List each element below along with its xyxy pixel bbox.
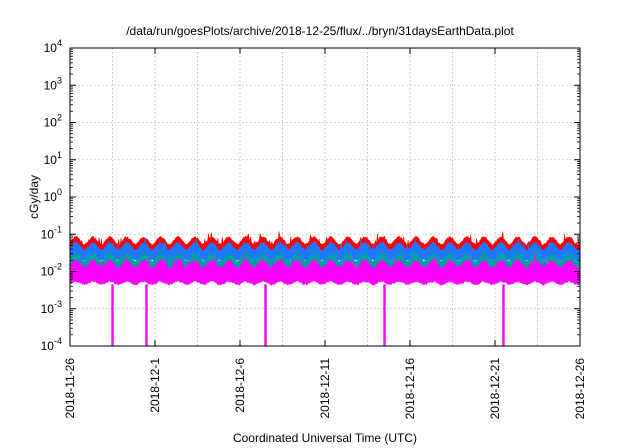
y-tick-exponent: 3 [57,75,62,85]
series-dropout [145,284,148,346]
y-tick-base: 10 [41,339,55,353]
x-tick-label: 2018-12-1 [148,358,162,413]
x-axis-label: Coordinated Universal Time (UTC) [233,431,417,445]
y-tick-base: 10 [44,116,58,130]
y-tick-label: 102 [44,113,62,130]
grid [70,48,580,346]
x-tick-label: 2018-11-26 [63,358,77,419]
y-tick-label: 103 [44,75,62,92]
y-tick-label: 100 [44,187,62,204]
x-tick-label: 2018-12-26 [573,358,587,420]
y-tick-exponent: -3 [54,299,62,309]
y-tick-base: 10 [44,78,58,92]
y-tick-exponent: 2 [57,113,62,123]
y-tick-exponent: 4 [57,38,62,48]
series-dropout [502,284,505,346]
series-dropout [383,284,386,346]
y-tick-label: 10-3 [41,299,62,316]
y-tick-label: 10-2 [41,262,62,279]
series-dropout [111,284,114,346]
y-tick-base: 10 [41,227,55,241]
series-dropout [264,284,267,346]
y-tick-label: 10-1 [41,224,62,241]
chart-title: /data/run/goesPlots/archive/2018-12-25/f… [126,24,514,38]
y-tick-exponent: 1 [57,150,62,160]
y-tick-label: 104 [44,38,62,55]
y-tick-exponent: 0 [57,187,62,197]
x-tick-label: 2018-12-21 [488,358,502,420]
x-tick-label: 2018-12-16 [403,358,417,420]
x-tick-label: 2018-12-11 [318,358,332,419]
y-axis-label: cGy/day [27,175,41,219]
y-tick-label: 101 [44,150,62,167]
x-ticks: 2018-11-26 2018-12-1 2018-12-6 2018-12-11 20… [63,48,587,419]
y-tick-base: 10 [41,302,55,316]
y-tick-exponent: -1 [54,224,62,234]
y-tick-base: 10 [44,153,58,167]
y-tick-label: 10-4 [41,336,62,353]
y-tick-exponent: -2 [54,262,62,272]
y-tick-base: 10 [41,265,55,279]
y-tick-exponent: -4 [54,336,62,346]
y-tick-base: 10 [44,41,58,55]
y-tick-base: 10 [44,190,58,204]
x-tick-label: 2018-12-6 [233,358,247,413]
